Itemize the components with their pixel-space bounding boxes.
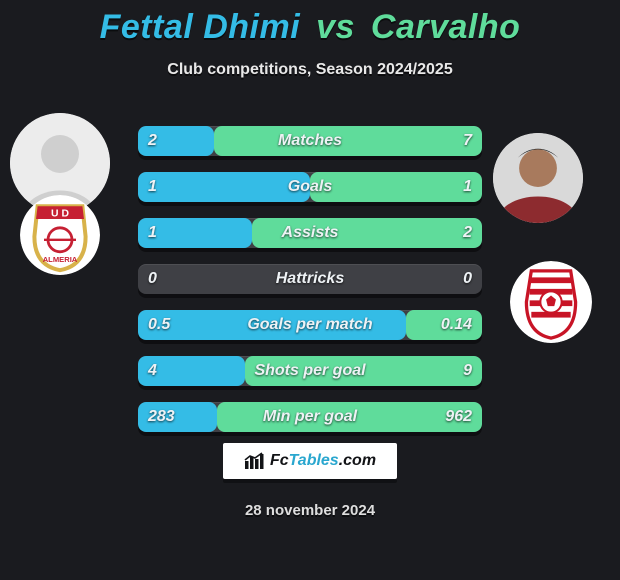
almeria-crest-icon: U D ALMERIA (20, 195, 100, 275)
stat-value-p2: 0.14 (441, 310, 472, 340)
person-icon (493, 133, 583, 223)
stat-label: Hattricks (138, 264, 482, 294)
stat-row: 283Min per goal962 (138, 402, 482, 432)
comparison-title: Fettal Dhimi vs Carvalho (0, 0, 620, 47)
stat-label: Shots per goal (138, 356, 482, 386)
brand-fc: Fc (270, 452, 289, 469)
brand-text: FcTables.com (270, 452, 376, 470)
title-player2: Carvalho (371, 8, 521, 46)
stat-row: 2Matches7 (138, 126, 482, 156)
stat-label: Goals per match (138, 310, 482, 340)
subtitle: Club competitions, Season 2024/2025 (0, 61, 620, 79)
title-player1: Fettal Dhimi (100, 8, 301, 46)
stat-label: Min per goal (138, 402, 482, 432)
brand-suffix: .com (339, 452, 376, 469)
player2-crest (510, 261, 592, 343)
stat-label: Goals (138, 172, 482, 202)
stat-value-p2: 0 (463, 264, 472, 294)
title-vs: vs (316, 8, 355, 46)
brand-tables: Tables (289, 452, 339, 469)
svg-text:U D: U D (51, 209, 69, 220)
granada-crest-icon (510, 261, 592, 343)
date: 28 november 2024 (0, 502, 620, 519)
stat-row: 4Shots per goal9 (138, 356, 482, 386)
stat-label: Assists (138, 218, 482, 248)
stat-value-p2: 1 (463, 172, 472, 202)
stat-row: 0.5Goals per match0.14 (138, 310, 482, 340)
player1-crest: U D ALMERIA (20, 195, 100, 275)
svg-text:ALMERIA: ALMERIA (43, 255, 78, 264)
brand-chart-icon (244, 452, 264, 470)
stat-bars: 2Matches71Goals11Assists20Hattricks00.5G… (138, 126, 482, 448)
brand-plate: FcTables.com (223, 443, 397, 479)
stat-row: 1Assists2 (138, 218, 482, 248)
stat-label: Matches (138, 126, 482, 156)
stat-row: 0Hattricks0 (138, 264, 482, 294)
stat-row: 1Goals1 (138, 172, 482, 202)
stat-value-p2: 7 (463, 126, 472, 156)
player2-avatar (493, 133, 583, 223)
stat-value-p2: 9 (463, 356, 472, 386)
stat-value-p2: 2 (463, 218, 472, 248)
stat-value-p2: 962 (445, 402, 472, 432)
